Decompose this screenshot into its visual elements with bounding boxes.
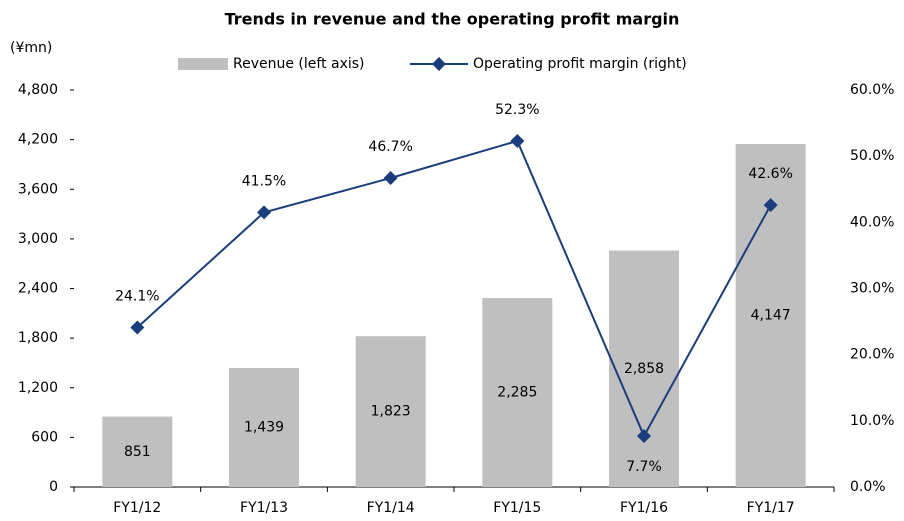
legend-marker <box>432 57 446 71</box>
y2-tick-label: 50.0% <box>850 148 894 164</box>
y-tick-label: 1,800 <box>18 330 58 346</box>
legend-swatch <box>178 58 228 70</box>
bar <box>102 416 173 487</box>
x-tick-label: FY1/17 <box>747 500 795 516</box>
bar <box>482 298 553 487</box>
bar <box>609 250 679 487</box>
line-value-label: 41.5% <box>242 173 286 189</box>
line-value-label: 24.1% <box>115 289 159 305</box>
x-tick-label: FY1/13 <box>240 500 288 516</box>
line-marker <box>130 320 145 335</box>
line-value-label: 7.7% <box>626 459 662 475</box>
y-tick-label: 2,400 <box>18 281 58 297</box>
y2-tick-label: 10.0% <box>850 413 894 429</box>
y2-tick-label: 40.0% <box>850 214 894 230</box>
y2-tick-label: 20.0% <box>850 347 894 363</box>
bar <box>229 367 299 487</box>
y-tick-label: 4,800 <box>18 82 58 98</box>
x-tick-label: FY1/14 <box>367 500 415 516</box>
bar-value-label: 2,285 <box>497 385 537 401</box>
x-tick-label: FY1/16 <box>620 500 668 516</box>
bar-value-label: 851 <box>124 444 151 460</box>
line <box>136 139 772 439</box>
legend-label: Operating profit margin (right) <box>473 56 687 72</box>
line-marker <box>637 429 651 444</box>
y-tick-label: 4,200 <box>18 132 58 148</box>
chart-title: Trends in revenue and the operating prof… <box>225 10 680 29</box>
y2-tick-label: 0.0% <box>850 479 886 495</box>
y-tick-label: 0 <box>49 479 58 495</box>
y-tick-label: 1,200 <box>18 380 58 396</box>
x-tick-label: FY1/12 <box>113 500 161 516</box>
bar-value-label: 4,147 <box>751 308 791 324</box>
line-value-label: 42.6% <box>748 166 792 182</box>
y-tick-label: 3,600 <box>18 181 58 197</box>
y-tick-label: 3,000 <box>18 231 58 247</box>
line-marker <box>257 205 271 220</box>
line-value-label: 46.7% <box>368 139 412 155</box>
x-tick-label: FY1/15 <box>493 500 541 516</box>
y-tick-label: 600 <box>31 429 58 445</box>
bar-value-label: 2,858 <box>624 361 664 377</box>
y2-tick-label: 30.0% <box>850 281 894 297</box>
y-axis-label: (¥mn) <box>10 40 52 56</box>
line-value-label: 52.3% <box>495 102 539 118</box>
bar-value-label: 1,439 <box>244 419 284 435</box>
bar <box>355 336 426 487</box>
bar-value-label: 1,823 <box>371 404 411 420</box>
line-marker <box>383 171 398 186</box>
line-marker <box>510 133 525 148</box>
legend-label: Revenue (left axis) <box>233 56 365 72</box>
line-marker <box>763 198 778 213</box>
y2-tick-label: 60.0% <box>850 82 894 98</box>
